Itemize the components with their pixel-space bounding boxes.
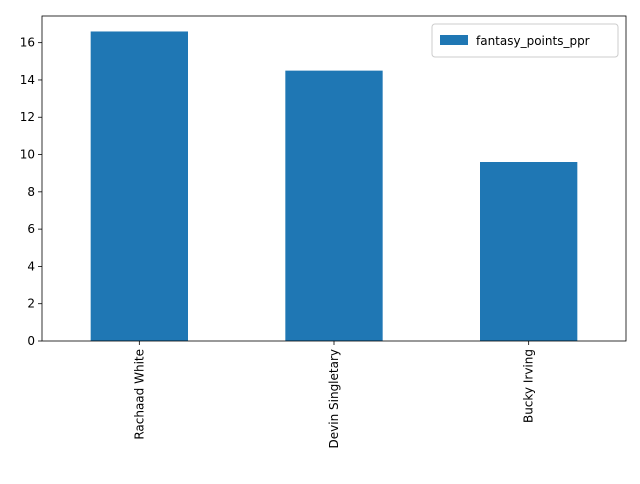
y-tick-label: 6 [27, 222, 35, 236]
bar [480, 162, 578, 341]
y-tick-label: 16 [20, 36, 35, 50]
bar [90, 31, 188, 341]
y-tick-label: 8 [27, 185, 35, 199]
x-tick-label: Devin Singletary [327, 349, 341, 448]
legend: fantasy_points_ppr [431, 23, 619, 58]
bar [285, 70, 383, 341]
y-tick-label: 4 [27, 259, 35, 273]
ticks-layer: Rachaad White Devin Singletary Bucky Irvin… [20, 36, 536, 449]
x-tick-label: Bucky Irving [522, 349, 536, 423]
y-tick-label: 2 [27, 297, 35, 311]
legend-swatch [440, 35, 468, 45]
x-tick-label: Rachaad White [132, 349, 146, 440]
y-tick-label: 14 [20, 73, 35, 87]
y-tick-label: 0 [27, 334, 35, 348]
legend-label: fantasy_points_ppr [476, 34, 590, 48]
legend-box [431, 23, 619, 58]
bars-layer [90, 31, 578, 341]
y-tick-label: 10 [20, 148, 35, 162]
y-tick-label: 12 [20, 110, 35, 124]
